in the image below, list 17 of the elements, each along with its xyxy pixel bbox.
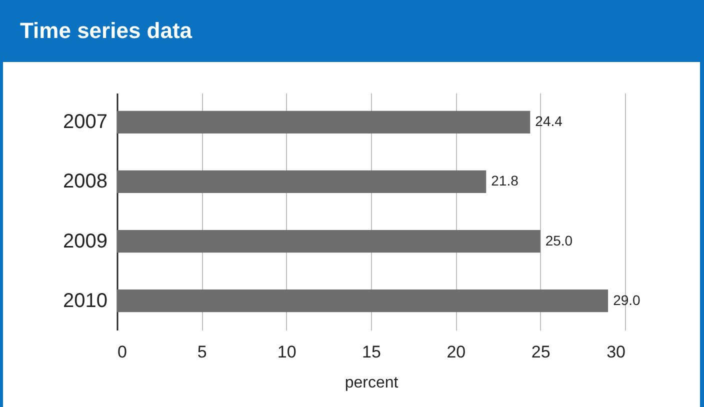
x-tick-label: 0 — [118, 342, 127, 362]
x-tick-label: 25 — [531, 342, 550, 362]
chart-title: Time series data — [20, 18, 193, 43]
data-label: 25.0 — [545, 232, 573, 248]
x-tick-label: 5 — [197, 342, 207, 362]
y-tick-label: 2007 — [63, 111, 108, 134]
y-tick-label: 2009 — [63, 230, 108, 252]
x-tick-label: 10 — [277, 342, 296, 362]
data-label: 24.4 — [535, 113, 563, 130]
y-tick-label: 2010 — [63, 290, 108, 312]
x-tick-label: 30 — [606, 342, 626, 362]
y-tick-label: 2008 — [63, 170, 108, 193]
x-tick-label: 20 — [446, 342, 466, 362]
data-label: 21.8 — [491, 172, 519, 189]
x-tick-label: 15 — [362, 342, 381, 362]
x-axis-title: percent — [344, 374, 399, 392]
data-label: 29.0 — [613, 292, 641, 308]
